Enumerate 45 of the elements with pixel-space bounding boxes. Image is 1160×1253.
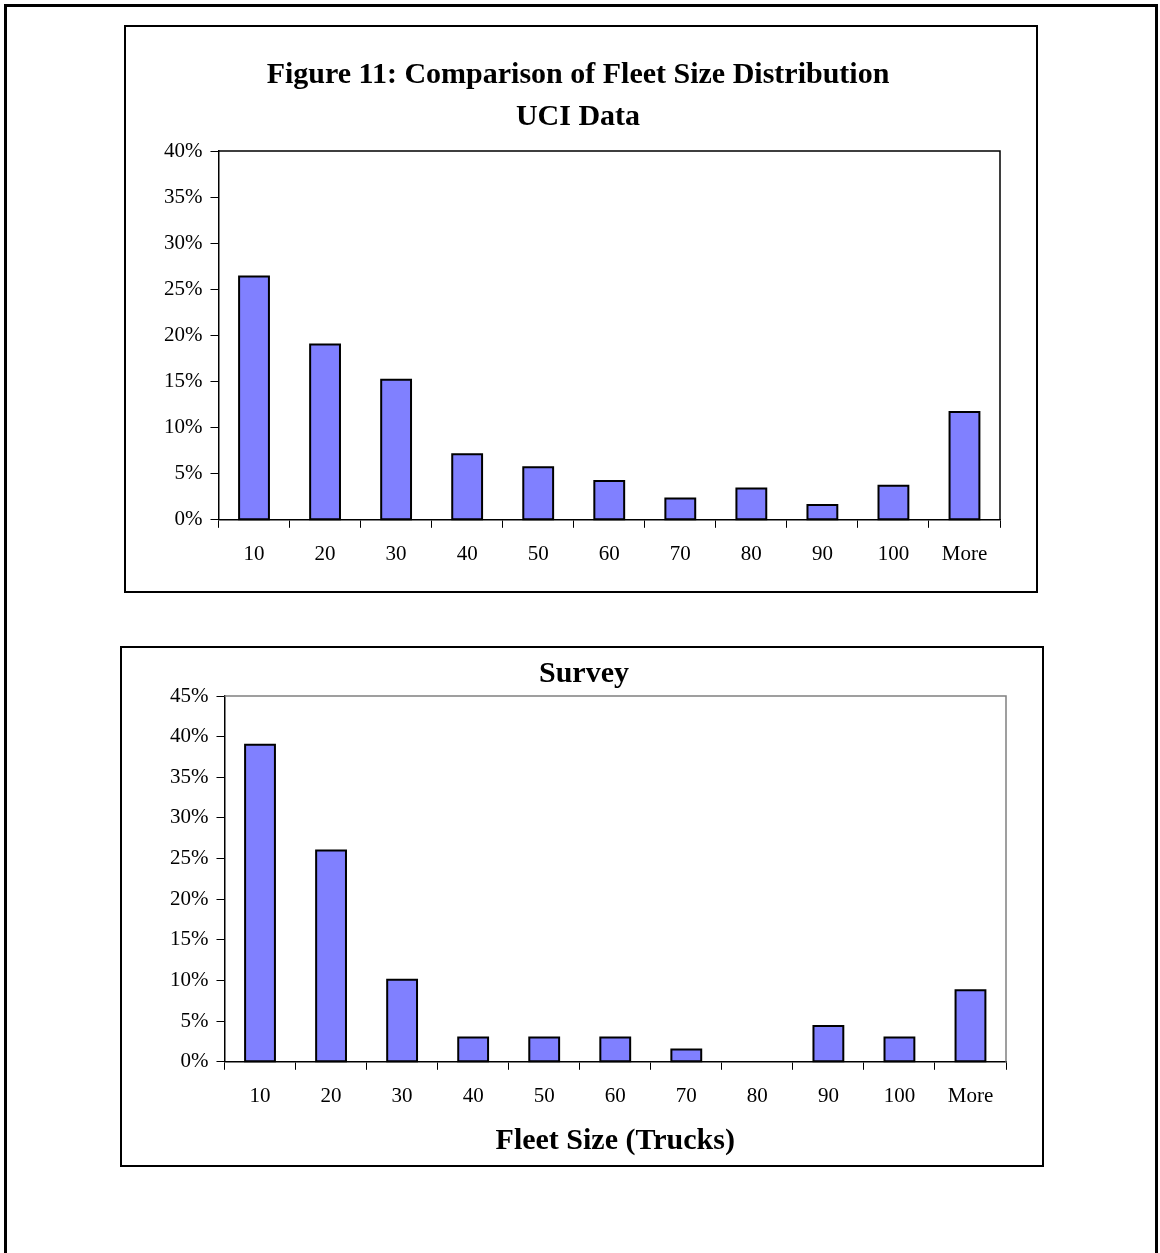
x-tick-label: More bbox=[941, 540, 988, 565]
x-tick-label: 100 bbox=[883, 1082, 916, 1107]
y-tick-label: 35% bbox=[169, 763, 209, 788]
x-tick-label: 50 bbox=[527, 540, 549, 565]
x-tick-label: 90 bbox=[817, 1082, 839, 1107]
y-tick-label: 5% bbox=[174, 460, 203, 485]
x-tick-label: 70 bbox=[669, 540, 691, 565]
y-tick-label: 10% bbox=[169, 967, 209, 992]
y-tick-label: 25% bbox=[163, 275, 203, 300]
y-tick-label: 40% bbox=[169, 723, 209, 748]
x-tick-label: 70 bbox=[675, 1082, 697, 1107]
y-tick-label: 10% bbox=[163, 414, 203, 439]
y-tick-label: 35% bbox=[163, 183, 203, 208]
x-tick-label: 80 bbox=[746, 1082, 768, 1107]
y-tick-label: 15% bbox=[163, 368, 203, 393]
chart-title: Survey bbox=[539, 654, 629, 688]
x-tick-label: 30 bbox=[385, 540, 407, 565]
y-tick-label: 25% bbox=[169, 845, 209, 870]
x-tick-label: 30 bbox=[391, 1082, 413, 1107]
x-tick-label: 40 bbox=[462, 1082, 484, 1107]
y-tick-label: 0% bbox=[180, 1048, 209, 1073]
chart-subtitle: UCI Data bbox=[515, 97, 641, 131]
x-tick-label: 80 bbox=[740, 540, 762, 565]
y-tick-label: 40% bbox=[163, 137, 203, 162]
x-tick-label: 20 bbox=[314, 540, 336, 565]
y-tick-label: 20% bbox=[163, 321, 203, 346]
x-tick-label: 10 bbox=[249, 1082, 271, 1107]
y-tick-label: 5% bbox=[180, 1007, 209, 1032]
x-tick-label: 60 bbox=[604, 1082, 626, 1107]
x-tick-label: More bbox=[947, 1082, 994, 1107]
x-tick-label: 10 bbox=[243, 540, 265, 565]
x-tick-label: 50 bbox=[533, 1082, 555, 1107]
x-tick-label: 20 bbox=[320, 1082, 342, 1107]
y-tick-label: 20% bbox=[169, 885, 209, 910]
y-tick-label: 0% bbox=[174, 506, 203, 531]
y-tick-label: 30% bbox=[169, 804, 209, 829]
y-tick-label: 45% bbox=[169, 682, 209, 707]
y-tick-label: 30% bbox=[163, 229, 203, 254]
x-tick-label: 40 bbox=[456, 540, 478, 565]
x-axis-title: Fleet Size (Trucks) bbox=[495, 1121, 735, 1156]
x-tick-label: 90 bbox=[811, 540, 833, 565]
chart-title: Figure 11: Comparison of Fleet Size Distribution bbox=[266, 55, 890, 89]
y-tick-label: 15% bbox=[169, 926, 209, 951]
x-tick-label: 60 bbox=[598, 540, 620, 565]
x-tick-label: 100 bbox=[877, 540, 910, 565]
